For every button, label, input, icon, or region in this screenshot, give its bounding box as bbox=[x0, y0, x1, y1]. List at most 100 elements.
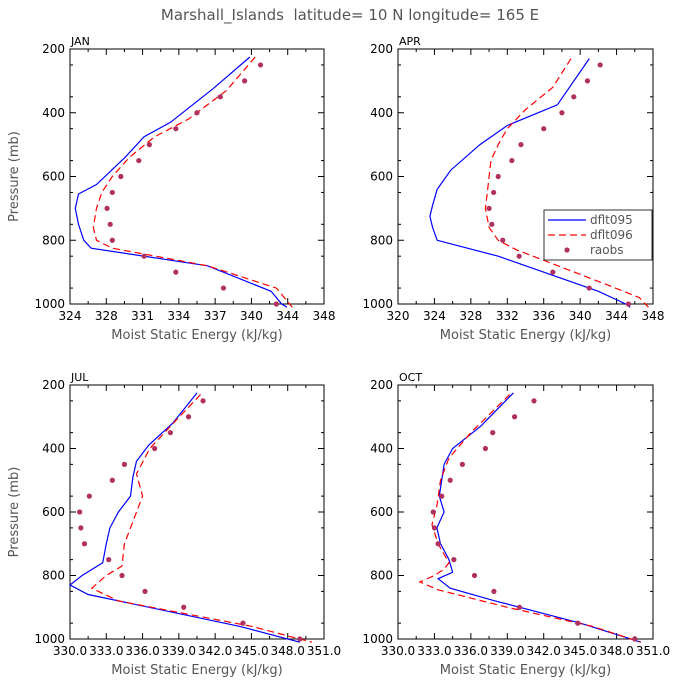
x-axis-label: Moist Static Energy (kJ/kg) bbox=[440, 663, 611, 678]
raobs-point bbox=[486, 205, 492, 211]
y-tick-label: 400 bbox=[370, 106, 393, 120]
raobs-point bbox=[200, 398, 206, 404]
raobs-point bbox=[106, 557, 112, 563]
raobs-point bbox=[121, 461, 128, 467]
x-tick-label: 340 bbox=[240, 309, 263, 323]
raobs-point bbox=[490, 430, 496, 436]
raobs-point bbox=[447, 477, 453, 483]
y-axis-label: Pressure (mb) bbox=[7, 467, 22, 558]
x-tick-label: 331 bbox=[131, 309, 154, 323]
series-line-dflt095 bbox=[74, 56, 288, 308]
raobs-point bbox=[500, 237, 506, 243]
raobs-point bbox=[586, 285, 592, 291]
raobs-point bbox=[584, 78, 591, 84]
raobs-point bbox=[625, 301, 632, 307]
raobs-point bbox=[430, 509, 436, 515]
raobs-point bbox=[518, 142, 524, 148]
x-tick-label: 342.0 bbox=[527, 644, 561, 658]
x-tick-label: 333.0 bbox=[89, 644, 123, 658]
y-tick-label: 200 bbox=[42, 42, 65, 56]
x-tick-label: 334 bbox=[167, 309, 190, 323]
x-tick-label: 333.0 bbox=[417, 644, 451, 658]
raobs-point bbox=[541, 126, 547, 132]
raobs-point bbox=[181, 604, 187, 610]
y-tick-label: 1000 bbox=[34, 297, 65, 311]
raobs-point bbox=[491, 189, 497, 196]
x-tick-label: 344 bbox=[605, 309, 628, 323]
legend-label: dflt096 bbox=[590, 228, 633, 242]
raobs-point bbox=[471, 572, 478, 579]
series-line-dflt095 bbox=[68, 392, 300, 643]
panel-label: OCT bbox=[399, 371, 422, 384]
raobs-point bbox=[152, 445, 158, 452]
x-tick-label: 320 bbox=[387, 309, 410, 323]
raobs-point bbox=[509, 157, 515, 164]
raobs-point bbox=[142, 588, 148, 594]
figure-title: Marshall_Islands latitude= 10 N longitud… bbox=[161, 6, 539, 25]
series-line-dflt096 bbox=[484, 58, 649, 308]
x-tick-label: 332 bbox=[496, 309, 519, 323]
raobs-point bbox=[107, 221, 113, 227]
y-tick-label: 400 bbox=[370, 442, 393, 456]
y-tick-label: 200 bbox=[370, 378, 393, 392]
raobs-point bbox=[495, 173, 501, 180]
panel-label: APR bbox=[399, 35, 421, 48]
raobs-point bbox=[167, 430, 173, 436]
x-tick-label: 344 bbox=[276, 309, 299, 323]
raobs-point bbox=[597, 62, 603, 68]
raobs-point bbox=[559, 110, 565, 116]
raobs-point bbox=[511, 414, 518, 420]
raobs-point bbox=[141, 253, 147, 259]
raobs-point bbox=[491, 588, 497, 594]
raobs-point bbox=[194, 110, 200, 116]
panel-label: JUL bbox=[70, 371, 89, 384]
x-tick-label: 348 bbox=[313, 309, 336, 323]
x-tick-label: 336.0 bbox=[125, 644, 159, 658]
raobs-point bbox=[273, 301, 279, 307]
y-tick-label: 400 bbox=[42, 106, 65, 120]
y-tick-label: 800 bbox=[370, 569, 393, 583]
x-tick-label: 345.0 bbox=[563, 644, 597, 658]
raobs-point bbox=[78, 525, 84, 531]
y-tick-label: 200 bbox=[42, 378, 65, 392]
x-tick-label: 324 bbox=[59, 309, 82, 323]
series-line-dflt095 bbox=[429, 58, 631, 308]
x-tick-label: 339.0 bbox=[490, 644, 524, 658]
raobs-point bbox=[550, 269, 556, 275]
x-tick-label: 328 bbox=[95, 309, 118, 323]
plot-frame bbox=[69, 48, 325, 305]
raobs-point bbox=[109, 477, 115, 483]
legend-marker-raobs bbox=[564, 247, 570, 253]
raobs-point bbox=[431, 525, 438, 531]
x-axis-label: Moist Static Energy (kJ/kg) bbox=[111, 663, 282, 678]
x-axis-label: Moist Static Energy (kJ/kg) bbox=[111, 328, 282, 343]
series-line-dflt095 bbox=[436, 392, 642, 643]
x-tick-label: 348.0 bbox=[271, 644, 305, 658]
raobs-point bbox=[220, 285, 227, 291]
plot-frame bbox=[397, 384, 654, 640]
raobs-point bbox=[632, 636, 638, 642]
raobs-point bbox=[571, 94, 577, 100]
legend-label: dflt095 bbox=[590, 213, 633, 227]
raobs-point bbox=[81, 541, 88, 547]
raobs-point bbox=[109, 189, 115, 196]
x-tick-label: 330.0 bbox=[381, 644, 415, 658]
y-tick-label: 800 bbox=[42, 233, 65, 247]
x-tick-label: 328 bbox=[459, 309, 482, 323]
raobs-point bbox=[104, 205, 110, 211]
raobs-point bbox=[516, 253, 522, 259]
raobs-point bbox=[435, 541, 441, 547]
x-tick-label: 339.0 bbox=[162, 644, 196, 658]
raobs-point bbox=[86, 493, 92, 499]
x-tick-label: 340 bbox=[569, 309, 592, 323]
raobs-point bbox=[531, 398, 537, 404]
raobs-point bbox=[173, 126, 179, 132]
raobs-point bbox=[575, 620, 581, 626]
y-tick-label: 800 bbox=[370, 233, 393, 247]
y-tick-label: 800 bbox=[42, 569, 65, 583]
raobs-point bbox=[451, 557, 457, 563]
